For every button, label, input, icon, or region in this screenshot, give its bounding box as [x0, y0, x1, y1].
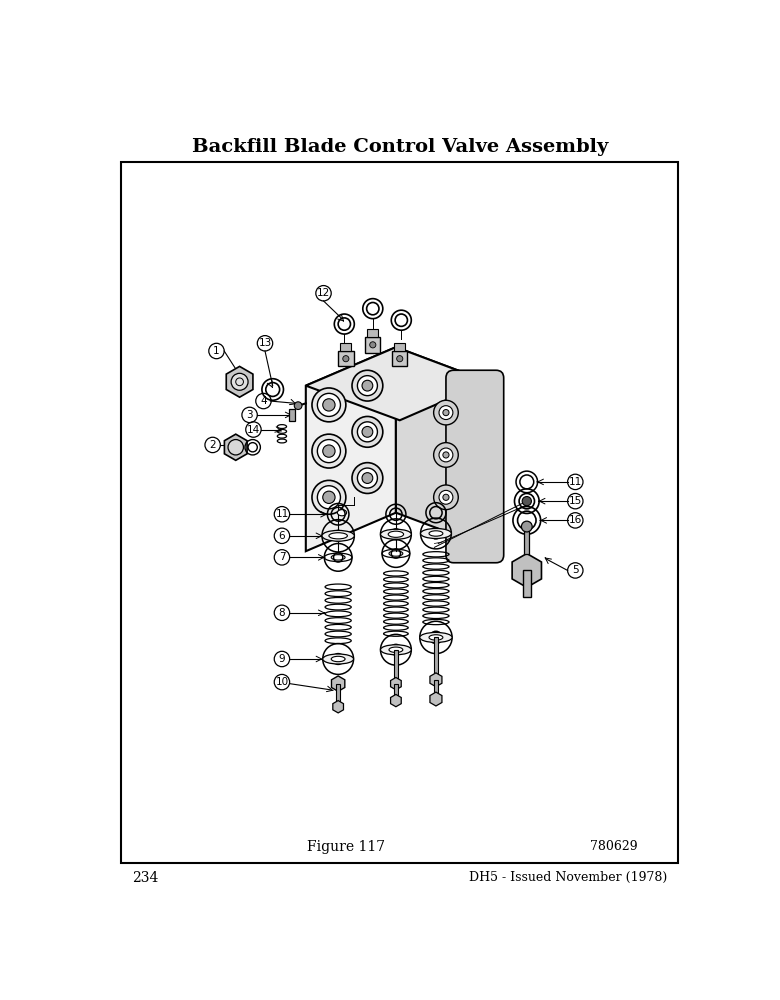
Ellipse shape [332, 656, 345, 662]
Polygon shape [226, 366, 253, 397]
Circle shape [443, 494, 449, 500]
Circle shape [352, 463, 383, 493]
Circle shape [228, 440, 243, 455]
Bar [289, 409, 295, 421]
Polygon shape [306, 347, 488, 420]
Bar [434, 680, 438, 698]
Polygon shape [332, 676, 345, 691]
Circle shape [434, 485, 459, 510]
Circle shape [342, 356, 349, 362]
Text: 11: 11 [569, 477, 582, 487]
Circle shape [317, 440, 340, 463]
Text: 4: 4 [261, 396, 267, 406]
Polygon shape [225, 434, 247, 460]
Circle shape [231, 373, 248, 390]
Text: 10: 10 [275, 677, 289, 687]
Text: 12: 12 [317, 288, 330, 298]
Circle shape [312, 434, 346, 468]
Bar [365, 337, 381, 353]
Bar [523, 570, 530, 597]
Circle shape [522, 497, 531, 506]
Bar [395, 343, 405, 351]
Circle shape [439, 448, 453, 462]
Circle shape [370, 342, 376, 348]
Polygon shape [430, 673, 442, 687]
Ellipse shape [420, 528, 452, 538]
Polygon shape [391, 694, 401, 707]
Circle shape [362, 380, 373, 391]
Text: 8: 8 [278, 608, 285, 618]
Bar [394, 650, 399, 682]
Circle shape [357, 468, 378, 488]
Circle shape [357, 422, 378, 442]
Polygon shape [396, 347, 488, 547]
Circle shape [439, 490, 453, 504]
Circle shape [521, 521, 532, 532]
Ellipse shape [420, 632, 452, 642]
Ellipse shape [429, 635, 443, 640]
Text: 9: 9 [278, 654, 285, 664]
Circle shape [352, 416, 383, 447]
Text: 15: 15 [569, 496, 582, 506]
Circle shape [397, 356, 402, 362]
Ellipse shape [381, 645, 411, 655]
Text: DH5 - Issued November (1978): DH5 - Issued November (1978) [470, 871, 668, 884]
Text: 3: 3 [246, 410, 253, 420]
Bar [336, 684, 340, 705]
Text: 7: 7 [278, 552, 285, 562]
Text: 6: 6 [278, 531, 285, 541]
Ellipse shape [338, 510, 346, 516]
Circle shape [443, 452, 449, 458]
Ellipse shape [389, 647, 402, 652]
Circle shape [312, 388, 346, 422]
Text: 13: 13 [258, 338, 271, 348]
Circle shape [443, 410, 449, 416]
Bar [434, 637, 438, 678]
Bar [524, 527, 530, 554]
Polygon shape [333, 701, 343, 713]
FancyBboxPatch shape [446, 370, 504, 563]
Ellipse shape [323, 654, 353, 664]
Circle shape [434, 400, 459, 425]
Bar [394, 684, 399, 699]
Text: 780629: 780629 [590, 840, 637, 853]
Polygon shape [391, 677, 401, 690]
Bar [392, 351, 407, 366]
Circle shape [352, 370, 383, 401]
Polygon shape [512, 554, 541, 587]
Text: 234: 234 [132, 871, 158, 885]
Text: 5: 5 [572, 565, 579, 575]
Bar [367, 329, 378, 337]
Text: 11: 11 [275, 509, 289, 519]
Circle shape [362, 426, 373, 437]
Text: Figure 117: Figure 117 [307, 840, 385, 854]
Bar [339, 351, 353, 366]
Ellipse shape [322, 530, 354, 541]
Bar [340, 343, 351, 351]
Circle shape [317, 486, 340, 509]
Circle shape [294, 402, 302, 410]
Ellipse shape [429, 531, 443, 536]
Circle shape [434, 443, 459, 467]
Text: Backfill Blade Control Valve Assembly: Backfill Blade Control Valve Assembly [192, 138, 608, 156]
Circle shape [323, 399, 335, 411]
Text: 1: 1 [213, 346, 220, 356]
Ellipse shape [381, 529, 411, 539]
Circle shape [439, 406, 453, 420]
Text: 14: 14 [246, 425, 260, 435]
Polygon shape [430, 692, 442, 706]
Ellipse shape [329, 533, 347, 539]
Polygon shape [306, 347, 396, 551]
Circle shape [312, 480, 346, 514]
Circle shape [317, 393, 340, 416]
Circle shape [357, 376, 378, 396]
Ellipse shape [388, 531, 403, 537]
Text: 2: 2 [209, 440, 216, 450]
Circle shape [323, 445, 335, 457]
Circle shape [362, 473, 373, 483]
Text: 16: 16 [569, 515, 582, 525]
Circle shape [323, 491, 335, 503]
